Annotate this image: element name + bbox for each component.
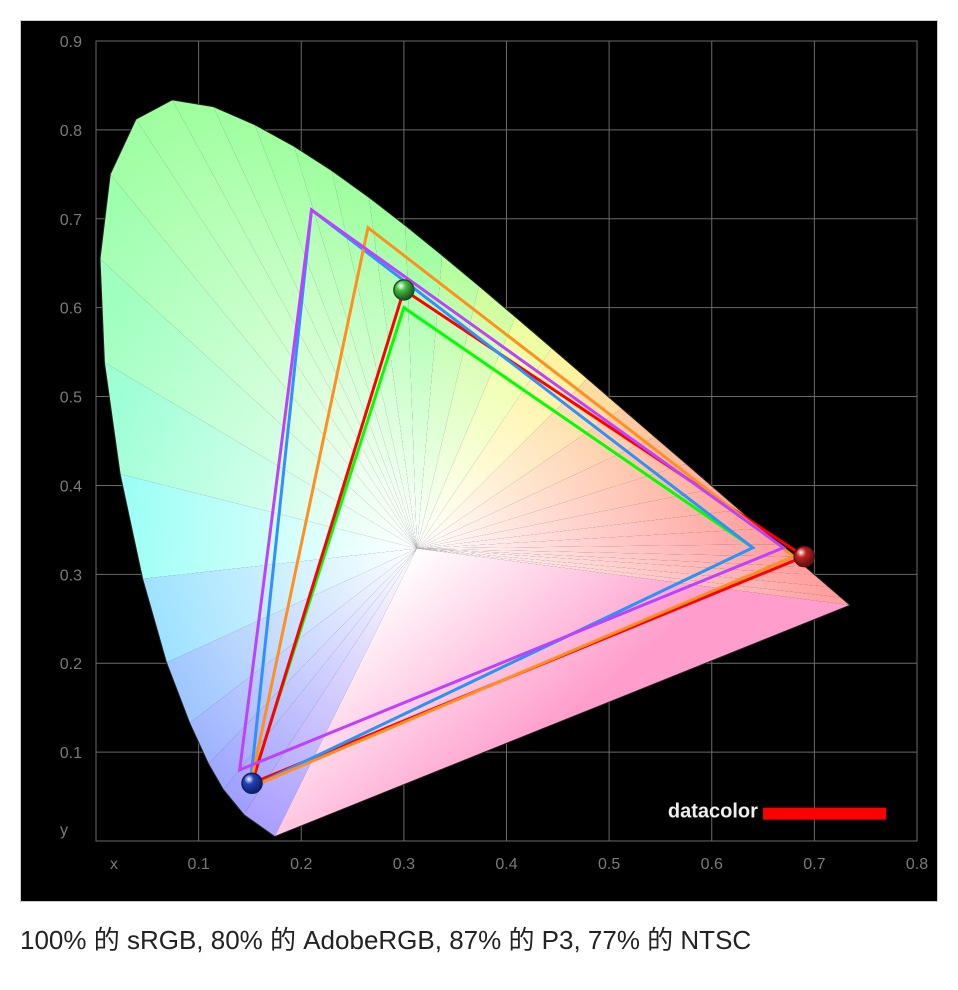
marker-red-primary [794, 547, 814, 567]
xtick-label: 0.3 [393, 856, 415, 873]
chart-caption: 100% 的 sRGB, 80% 的 AdobeRGB, 87% 的 P3, 7… [20, 920, 938, 957]
marker-blue-primary [242, 773, 262, 793]
xtick-label: 0.1 [188, 856, 210, 873]
ytick-label: 0.9 [60, 34, 82, 51]
xtick-label: 0.8 [906, 856, 928, 873]
xtick-label: 0.4 [495, 856, 517, 873]
marker-green-primary [394, 280, 414, 300]
ytick-label: 0.8 [60, 123, 82, 140]
y-axis-label: y [60, 822, 68, 839]
xtick-label: 0.5 [598, 856, 620, 873]
ytick-label: 0.5 [60, 390, 82, 407]
x-axis-label: x [110, 856, 118, 873]
brand-label: datacolor [668, 801, 758, 823]
xtick-label: 0.7 [803, 856, 825, 873]
ytick-label: 0.6 [60, 301, 82, 318]
xtick-label: 0.2 [290, 856, 312, 873]
chromaticity-chart: 0.1 0.2 0.3 0.4 0.5 0.6 0.7 0.8 0.1 0.2 0.3 0.4 0.5 0… [20, 20, 938, 902]
brand-bar [763, 808, 886, 820]
ytick-label: 0.3 [60, 567, 82, 584]
ytick-label: 0.1 [60, 745, 82, 762]
ytick-label: 0.4 [60, 478, 82, 495]
xtick-label: 0.6 [701, 856, 723, 873]
ytick-label: 0.2 [60, 656, 82, 673]
ytick-label: 0.7 [60, 212, 82, 229]
